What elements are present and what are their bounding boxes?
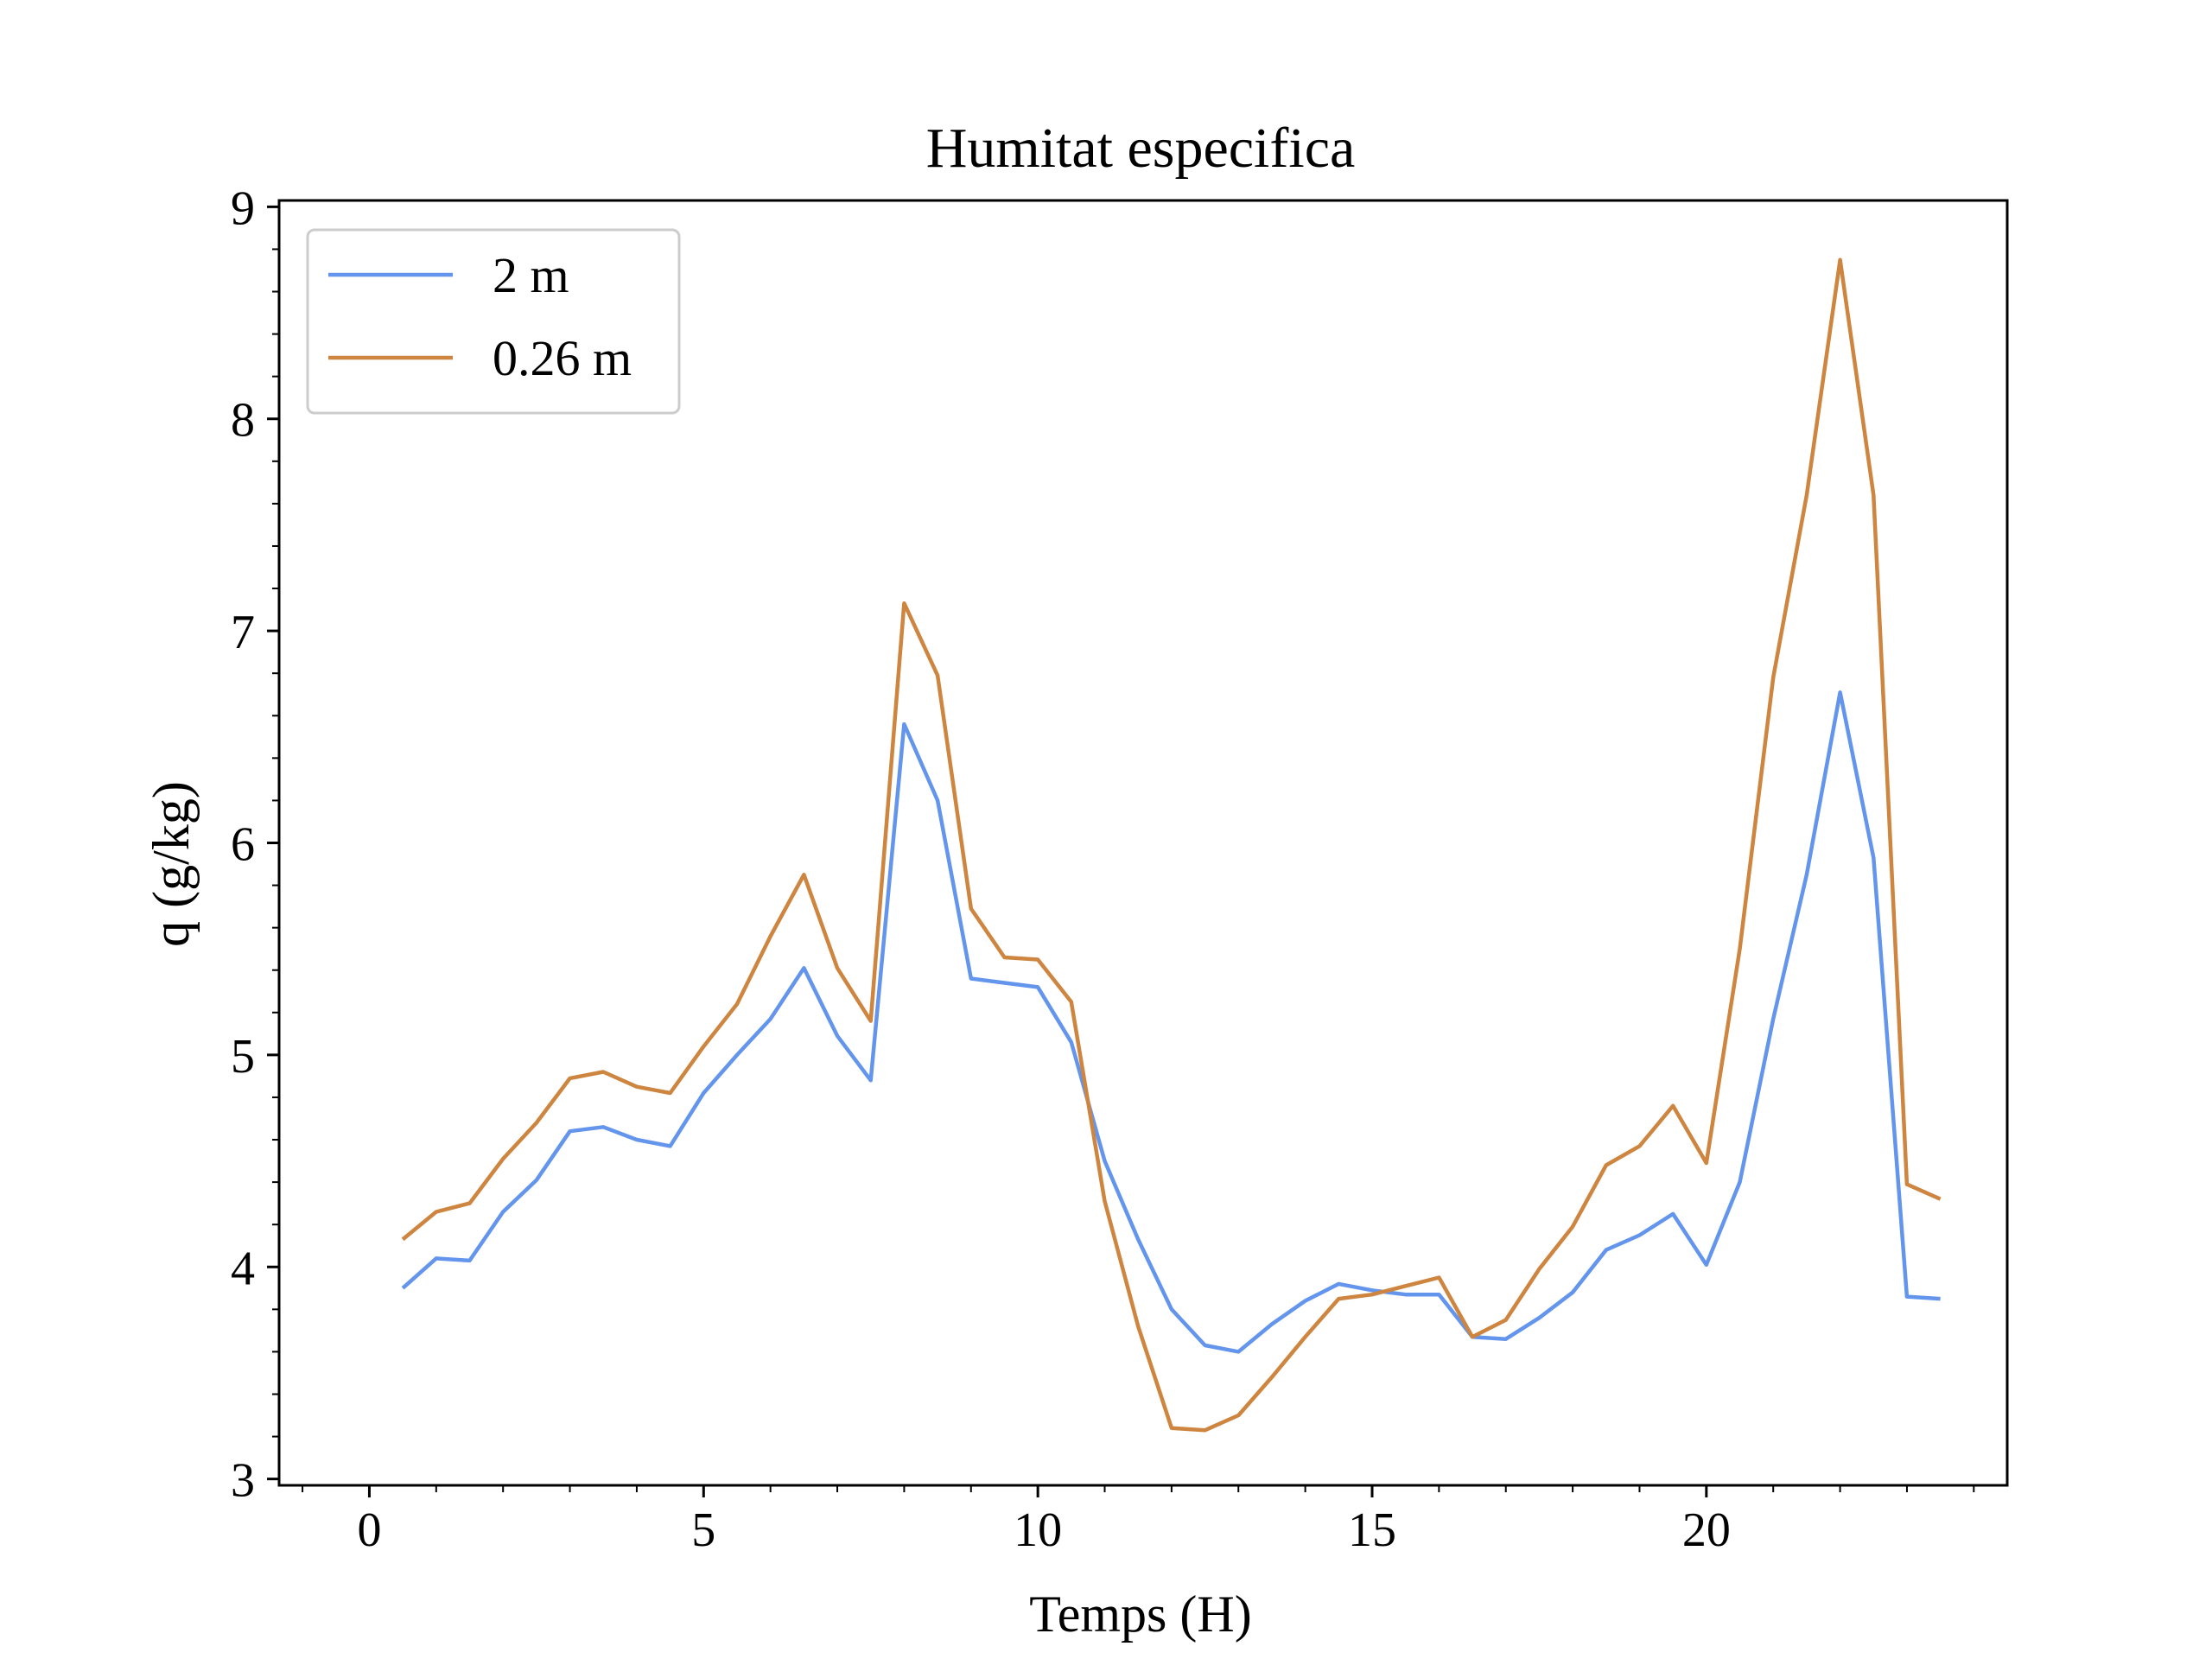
x-tick-label: 20	[1682, 1503, 1731, 1557]
chart-title: Humitat especifica	[926, 117, 1356, 180]
y-tick-label: 3	[231, 1454, 255, 1508]
y-tick-label: 9	[231, 181, 255, 235]
x-tick-label: 5	[691, 1503, 715, 1557]
y-tick-label: 5	[231, 1030, 255, 1084]
series-line-0	[401, 690, 1941, 1354]
x-tick-label: 15	[1348, 1503, 1396, 1557]
x-tick-label: 10	[1014, 1503, 1062, 1557]
series-lines	[401, 257, 1942, 1433]
series-line-1	[401, 257, 1942, 1433]
y-tick-label: 8	[231, 394, 255, 448]
legend: 2 m 0.26 m	[306, 228, 681, 415]
y-axis-label: q (g/kg)	[143, 781, 200, 947]
legend-label-1: 0.26 m	[493, 330, 632, 386]
y-tick-label: 4	[231, 1242, 255, 1295]
x-tick-label: 0	[357, 1503, 381, 1557]
x-axis: 0 5 10 15 20	[302, 1485, 1975, 1557]
legend-label-0: 2 m	[493, 247, 569, 303]
y-axis: 3 4 5 6 7 8 9	[231, 181, 279, 1508]
plot-frame	[277, 199, 2009, 1487]
y-tick-label: 7	[231, 606, 255, 659]
x-axis-label: Temps (H)	[1029, 1586, 1251, 1643]
y-tick-label: 6	[231, 818, 255, 872]
